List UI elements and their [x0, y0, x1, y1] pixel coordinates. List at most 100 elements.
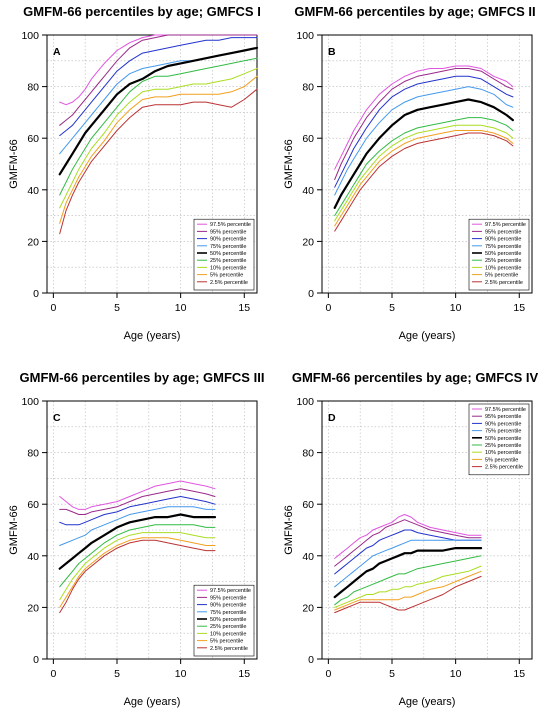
panel-d-legend-label: 75% percentile — [485, 429, 521, 435]
panel-c-series-line — [59, 539, 216, 614]
panel-d-legend-label: 5% percentile — [485, 457, 518, 463]
panel-d-x-tick-label: 15 — [513, 668, 525, 680]
panel-c-series-line — [59, 537, 216, 608]
panel-a-series-line — [58, 46, 259, 176]
panel-a-legend-label: 25% percentile — [210, 258, 246, 264]
panel-c: GMFM-66 percentiles by age; GMFCS III 0 5 1… — [8, 370, 264, 708]
panel-d-x-tick-label: 5 — [389, 668, 395, 680]
panel-d-series-line — [334, 529, 482, 575]
panel-b-series-line — [334, 124, 514, 222]
panel-d-legend-label: 2.5% percentile — [485, 465, 523, 471]
panel-b-x-tick-label: 10 — [450, 302, 462, 314]
panel-a-legend-label: 10% percentile — [210, 265, 246, 271]
panel-a-legend-label: 75% percentile — [210, 244, 246, 250]
panel-b-title: GMFM-66 percentiles by age; GMFCS II — [294, 4, 535, 19]
panel-a-series-line — [59, 68, 258, 209]
panel-a-legend-label: 50% percentile — [210, 251, 246, 257]
panel-d-y-tick-label: 60 — [302, 499, 314, 511]
panel-a-y-tick-label: 20 — [27, 236, 39, 248]
panel-d-y-axis-label: GMFM-66 — [283, 505, 295, 555]
panel-c-series-line — [59, 532, 216, 601]
panel-d-series-line — [334, 570, 482, 611]
panel-d-y-tick-label: 100 — [296, 396, 314, 408]
panel-a-series-line — [59, 88, 258, 235]
panel-c-legend-label: 95% percentile — [210, 595, 246, 601]
panel-b-x-tick-label: 15 — [513, 302, 525, 314]
panel-b-legend-label: 50% percentile — [485, 251, 521, 257]
panel-c-legend-label: 90% percentile — [210, 603, 246, 609]
panel-a-series-group — [58, 34, 259, 235]
panel-c-legend-label: 50% percentile — [210, 617, 246, 623]
panel-b-series-line — [334, 75, 514, 188]
panel-a-legend-label: 90% percentile — [210, 237, 246, 243]
panel-d-y-tick-label: 40 — [302, 551, 314, 563]
panel-c-legend-label: 2.5% percentile — [210, 646, 248, 652]
panel-a-y-tick-label: 40 — [27, 185, 39, 197]
panel-a-plot-frame — [46, 34, 258, 294]
panel-c-title: GMFM-66 percentiles by age; GMFCS III — [20, 370, 265, 385]
panel-d-plot-frame — [321, 400, 533, 660]
panel-d-series-group — [333, 514, 483, 614]
panel-b-legend-label: 95% percentile — [485, 229, 521, 235]
panel-d-series-line — [333, 546, 483, 599]
panel-b: GMFM-66 percentiles by age; GMFCS II 0 5 10… — [283, 4, 536, 342]
panel-c-series-line — [59, 506, 216, 546]
panel-d-legend-label: 25% percentile — [485, 443, 521, 449]
panel-a-series-line — [59, 34, 258, 126]
panel-a-series-line — [59, 57, 258, 196]
panel-d-series-line — [334, 519, 482, 567]
panel-c-x-tick-label: 15 — [238, 668, 250, 680]
panel-b-series-line — [334, 117, 514, 217]
panel-b-y-tick-label: 80 — [302, 82, 314, 94]
panel-c-x-tick-label: 10 — [175, 668, 187, 680]
panel-d-x-tick-label: 10 — [450, 668, 462, 680]
panel-a-y-tick-label: 80 — [27, 82, 39, 94]
panel-d-y-tick-label: 20 — [302, 602, 314, 614]
panel-a-y-tick-label: 100 — [21, 30, 39, 42]
panel-a-x-tick-label: 15 — [238, 302, 250, 314]
panel-d-series-line — [334, 539, 482, 588]
panel-a-x-tick-label: 10 — [175, 302, 187, 314]
panel-b-plot-frame — [321, 34, 533, 294]
panel-c-letter: C — [53, 412, 61, 424]
panel-b-series-line — [333, 98, 515, 209]
panel-a-series-line — [59, 75, 258, 224]
panel-d-letter: D — [328, 412, 336, 424]
panel-d-series-line — [334, 514, 482, 559]
panel-b-series-line — [334, 86, 514, 196]
panel-a-legend-label: 95% percentile — [210, 229, 246, 235]
panel-a-letter: A — [53, 46, 61, 58]
panel-b-legend-box — [468, 218, 530, 291]
panel-c-series-line — [59, 496, 216, 526]
panel-a-x-tick-label: 0 — [50, 302, 56, 314]
panel-b-y-axis-label: GMFM-66 — [283, 139, 295, 189]
panel-b-series-line — [334, 130, 514, 227]
panel-c-y-tick-label: 20 — [27, 602, 39, 614]
panel-d-legend-label: 90% percentile — [485, 421, 521, 427]
panel-c-legend-label: 5% percentile — [210, 639, 243, 645]
panel-b-y-tick-label: 100 — [296, 30, 314, 42]
panel-b-letter: B — [328, 46, 336, 58]
panel-b-series-line — [334, 65, 514, 170]
panel-c-y-tick-label: 60 — [27, 499, 39, 511]
panel-a-title: GMFM-66 percentiles by age; GMFCS I — [23, 4, 261, 19]
panel-d-x-axis-label: Age (years) — [399, 696, 456, 708]
panel-a-y-tick-label: 0 — [33, 288, 39, 300]
panel-d-legend-label: 97.5% percentile — [485, 407, 526, 413]
panel-a-legend-label: 97.5% percentile — [210, 222, 251, 228]
panel-c-y-tick-label: 40 — [27, 551, 39, 563]
panel-d-y-tick-label: 80 — [302, 448, 314, 460]
panel-c-series-group — [58, 480, 217, 614]
panel-c-legend-label: 75% percentile — [210, 610, 246, 616]
panel-c-series-line — [58, 513, 217, 570]
panel-c-y-tick-label: 80 — [27, 448, 39, 460]
panel-a-y-tick-label: 60 — [27, 133, 39, 145]
panel-b-x-tick-label: 5 — [389, 302, 395, 314]
panel-b-series-line — [334, 132, 514, 232]
panel-a-series-line — [59, 37, 258, 137]
